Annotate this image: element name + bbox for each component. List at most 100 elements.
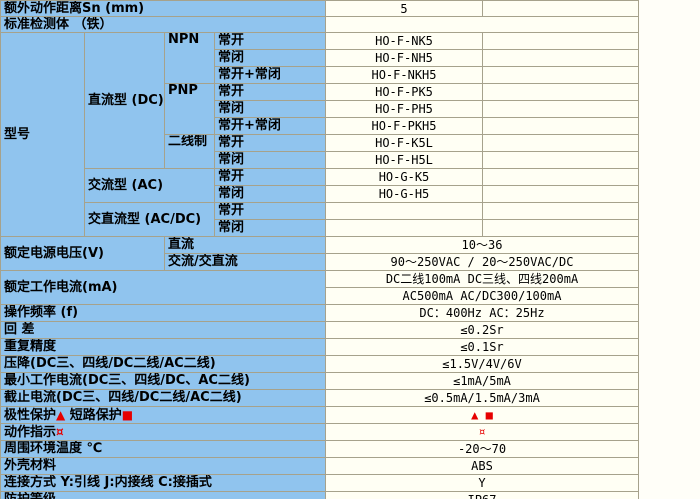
model-section-label: 型号 (0, 32, 85, 237)
empty-cell (482, 32, 639, 50)
row-repeatability: 重复精度 ≤0.1Sr (0, 338, 639, 356)
row-model-acdc-no: 交直流型 (AC/DC) 常开 (1, 202, 639, 237)
short-circuit-protection-label: 短路保护 (65, 407, 122, 423)
indicator-label: 动作指示¤ (0, 423, 326, 441)
row-model-ac-no: 交流型 (AC) 常开 HO-G-K5 (1, 168, 639, 203)
row-model-acdc-nc: 常闭 (1, 219, 639, 237)
model-number (325, 202, 483, 220)
model-number: HO-F-NK5 (325, 32, 483, 50)
dc-type-label: 直流型 (DC) (84, 32, 165, 169)
indicator-value: ¤ (325, 423, 639, 441)
acdc-type-label: 交直流型 (AC/DC) (84, 202, 215, 237)
spec-row-value: ≤1.5V/4V/6V (325, 355, 639, 373)
row-off-state-current: 截止电流(DC三、四线/DC二线/AC二线) ≤0.5mA/1.5mA/3mA (0, 389, 639, 407)
row-model-ac-nc: 常闭 HO-G-H5 (1, 185, 639, 203)
model-number (325, 219, 483, 237)
output-label: 常闭 (214, 49, 326, 67)
protection-value: ▲ ■ (325, 406, 639, 424)
empty-cell (482, 134, 639, 152)
output-label: 常开 (214, 83, 326, 101)
voltage-dc-label: 直流 (164, 236, 326, 254)
spec-row-value: ABS (325, 457, 639, 475)
spec-row-value: IP67 (325, 491, 639, 499)
row-protection-rating: 防护等级 IP67 (0, 491, 639, 499)
triangle-icon: ▲ (56, 407, 66, 422)
indicator-label-text: 动作指示 (4, 424, 57, 440)
output-label: 常开+常闭 (214, 117, 326, 135)
empty-cell (482, 83, 639, 101)
extra-distance-label: 额外动作距离Sn (mm) (0, 0, 326, 17)
npn-label: NPN (164, 32, 215, 84)
empty-cell (482, 117, 639, 135)
row-connection-type: 连接方式 Y:引线 J:内接线 C:接插式 Y (0, 474, 639, 492)
row-model-pnp-nonc: 常开+常闭 HO-F-PKH5 (1, 117, 639, 135)
model-number: HO-G-K5 (325, 168, 483, 186)
empty-cell (482, 66, 639, 84)
spec-row-label: 压降(DC三、四线/DC二线/AC二线) (0, 355, 326, 373)
output-label: 常开 (214, 202, 326, 220)
output-label: 常开 (214, 168, 326, 186)
output-label: 常开+常闭 (214, 66, 326, 84)
output-label: 常闭 (214, 100, 326, 118)
empty-cell (482, 168, 639, 186)
empty-cell (482, 49, 639, 67)
row-model-npn-nonc: 常开+常闭 HO-F-NKH5 (1, 66, 639, 84)
row-hysteresis: 回 差 ≤0.2Sr (0, 321, 639, 339)
model-number: HO-F-PH5 (325, 100, 483, 118)
row-model-2wire-nc: 常闭 HO-F-H5L (1, 151, 639, 169)
standard-target-label: 标准检测体 （铁） (0, 16, 326, 33)
spec-row-label: 重复精度 (0, 338, 326, 356)
row-standard-target: 标准检测体 （铁） (0, 16, 639, 33)
current-dc-value: DC二线100mA DC三线、四线200mA (325, 270, 639, 288)
two-wire-label: 二线制 (164, 134, 215, 169)
output-label: 常开 (214, 134, 326, 152)
spec-row-value: Y (325, 474, 639, 492)
voltage-label: 额定电源电压(V) (0, 236, 165, 271)
spec-row-label: 周围环境温度 ℃ (0, 440, 326, 458)
polarity-protection-label: 极性保护 (4, 407, 57, 423)
model-number: HO-F-K5L (325, 134, 483, 152)
row-voltage-dc: 额定电源电压(V) 直流 10～36 (0, 236, 639, 271)
output-label: 常闭 (214, 151, 326, 169)
pnp-label: PNP (164, 83, 215, 135)
square-icon: ■ (485, 408, 493, 422)
model-number: HO-F-NH5 (325, 49, 483, 67)
output-label: 常闭 (214, 219, 326, 237)
empty-cell (482, 219, 639, 237)
spec-row-label: 回 差 (0, 321, 326, 339)
current-ac-value: AC500mA AC/DC300/100mA (325, 287, 639, 305)
spec-row-label: 最小工作电流(DC三、四线/DC、AC二线) (0, 372, 326, 390)
row-min-operating-current: 最小工作电流(DC三、四线/DC、AC二线) ≤1mA/5mA (0, 372, 639, 390)
voltage-ac-value: 90～250VAC / 20～250VAC/DC (325, 253, 639, 271)
triangle-icon: ▲ (471, 408, 479, 422)
spec-row-value: ≤0.1Sr (325, 338, 639, 356)
row-housing-material: 外壳材料 ABS (0, 457, 639, 475)
empty-cell (482, 100, 639, 118)
spec-row-value: ≤0.5mA/1.5mA/3mA (325, 389, 639, 407)
row-model-npn-no: 型号 直流型 (DC) NPN 常开 HO-F-NK5 (0, 32, 639, 237)
spec-row-value: DC：400Hz AC：25Hz (325, 304, 639, 322)
square-icon: ■ (121, 407, 134, 422)
spec-row-label: 操作频率 (f) (0, 304, 326, 322)
empty-cell (482, 0, 639, 17)
voltage-ac-label: 交流/交直流 (164, 253, 326, 271)
model-number: HO-F-NKH5 (325, 66, 483, 84)
indicator-lamp-icon: ¤ (56, 424, 64, 439)
empty-cell (482, 151, 639, 169)
spec-row-label: 外壳材料 (0, 457, 326, 475)
empty-cell (482, 202, 639, 220)
row-model-npn-nc: 常闭 HO-F-NH5 (1, 49, 639, 67)
ac-type-label: 交流型 (AC) (84, 168, 215, 203)
spec-row-value: -20～70 (325, 440, 639, 458)
model-number: HO-F-PKH5 (325, 117, 483, 135)
spec-table: 额外动作距离Sn (mm) 5 标准检测体 （铁） 型号 直流型 (DC) NP… (0, 0, 639, 499)
row-operating-frequency: 操作频率 (f) DC：400Hz AC：25Hz (0, 304, 639, 322)
row-model-pnp-no: PNP 常开 HO-F-PK5 (1, 83, 639, 135)
model-number: HO-G-H5 (325, 185, 483, 203)
row-model-pnp-nc: 常闭 HO-F-PH5 (1, 100, 639, 118)
output-label: 常闭 (214, 185, 326, 203)
model-number: HO-F-H5L (325, 151, 483, 169)
row-protection: 极性保护▲ 短路保护■ ▲ ■ (0, 406, 639, 424)
current-label: 额定工作电流(mA) (0, 270, 326, 305)
